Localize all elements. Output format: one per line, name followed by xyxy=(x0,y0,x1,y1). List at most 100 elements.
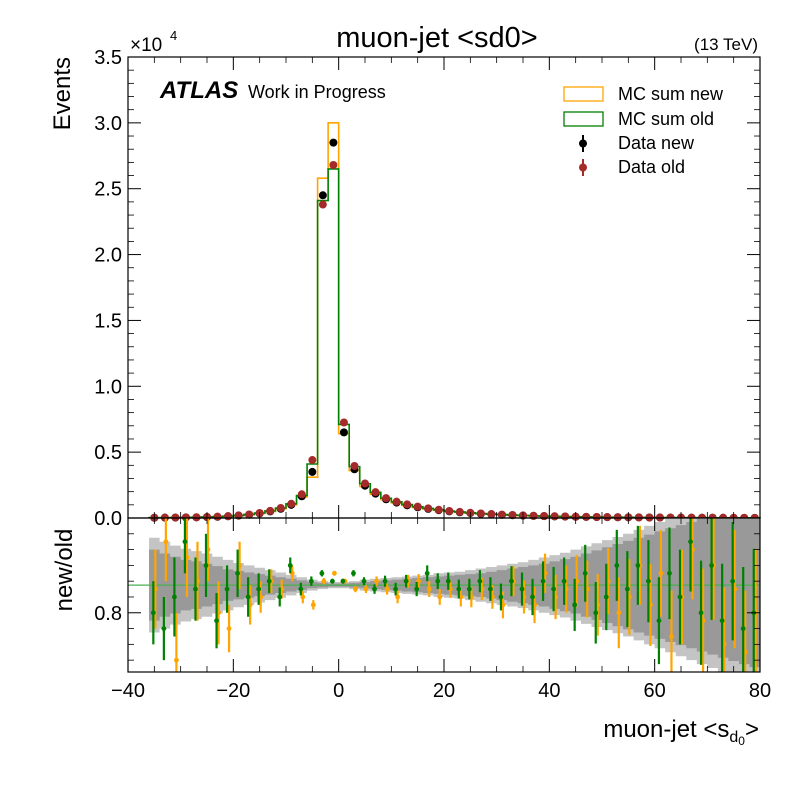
point-ratio-data xyxy=(172,594,177,600)
point-ratio-data xyxy=(266,578,272,584)
point-ratio-mc xyxy=(384,586,390,592)
point-ratio-mc xyxy=(321,578,327,584)
point-ratio-data xyxy=(193,586,198,592)
point-data-old xyxy=(224,512,233,521)
point-ratio-mc xyxy=(658,570,664,576)
point-data-old xyxy=(371,488,380,497)
point-ratio-data xyxy=(709,562,714,568)
chart-title: muon-jet <sd0> xyxy=(336,22,538,54)
point-data-old xyxy=(561,512,570,521)
ratio-axes: 0.8 −40 −20 0 20 40 60 80 xyxy=(94,518,771,702)
ratio-y-axis-label: new/old xyxy=(51,529,78,612)
point-data-old xyxy=(382,494,391,503)
point-data-old xyxy=(445,506,454,515)
point-ratio-data xyxy=(361,578,367,584)
point-data-old xyxy=(634,513,643,522)
y-tick-label: 3.5 xyxy=(94,47,122,69)
point-ratio-data xyxy=(256,586,262,592)
point-data-old xyxy=(329,161,338,170)
x-tick-label: 40 xyxy=(538,680,560,702)
atlas-sublabel: Work in Progress xyxy=(248,82,386,102)
point-ratio-mc xyxy=(332,570,337,576)
x-axis-label-sub: d xyxy=(729,729,738,746)
point-ratio-data xyxy=(603,594,609,600)
point-data-old xyxy=(413,502,422,511)
point-ratio-mc xyxy=(363,586,369,592)
point-ratio-data xyxy=(245,594,251,600)
point-ratio-mc xyxy=(300,594,306,600)
point-ratio-mc xyxy=(163,539,169,545)
point-ratio-mc xyxy=(353,586,358,592)
ratio-plot-marks xyxy=(128,518,761,672)
x-axis-label-end: > xyxy=(745,716,759,743)
point-data-old xyxy=(403,500,412,509)
point-ratio-data xyxy=(161,626,167,631)
point-ratio-data xyxy=(203,562,209,568)
point-ratio-data xyxy=(150,610,156,616)
point-ratio-data xyxy=(530,594,535,600)
point-ratio-mc xyxy=(310,602,316,608)
x-axis-label: muon-jet <sd0> xyxy=(603,716,759,748)
point-data-old xyxy=(497,510,506,519)
point-data-old xyxy=(297,490,306,499)
x-tick-label: 60 xyxy=(644,680,666,702)
x-axis-label-subsub: 0 xyxy=(738,734,745,748)
atlas-label: ATLAS xyxy=(159,77,238,104)
point-ratio-data xyxy=(403,578,409,584)
point-ratio-data xyxy=(740,626,746,631)
point-ratio-data xyxy=(646,578,651,584)
ratio-panel: new/old 0.8−40 −20 0 20 40 60 80 muon-jet <sd0… xyxy=(51,517,771,748)
point-data-new xyxy=(339,428,348,437)
point-ratio-data xyxy=(688,539,693,545)
point-data-new xyxy=(329,138,338,147)
x-tick-label: −20 xyxy=(216,680,250,702)
point-data-old xyxy=(613,513,622,522)
point-ratio-data xyxy=(667,570,672,576)
point-data-old xyxy=(540,512,549,521)
legend-swatch-mc-new xyxy=(563,86,604,102)
point-ratio-data xyxy=(730,578,736,584)
legend-entry-data-new: Data new xyxy=(579,133,695,153)
legend-label-data-old: Data old xyxy=(618,157,685,177)
legend-marker-data-new xyxy=(579,139,587,148)
point-ratio-data xyxy=(414,586,420,592)
point-ratio-data xyxy=(466,586,472,592)
point-ratio-data xyxy=(456,586,462,592)
point-data-new xyxy=(308,467,317,476)
point-ratio-data xyxy=(393,586,398,592)
y-axis-label: Events xyxy=(49,57,76,130)
point-data-old xyxy=(603,513,612,522)
point-data-old xyxy=(508,511,517,520)
point-data-old xyxy=(318,200,327,209)
point-data-old xyxy=(276,503,285,512)
point-ratio-data xyxy=(308,578,314,584)
point-ratio-data xyxy=(214,618,219,624)
point-ratio-data xyxy=(656,618,662,624)
point-data-old xyxy=(350,461,359,470)
energy-label: (13 TeV) xyxy=(694,35,758,54)
point-ratio-data xyxy=(698,610,704,616)
ratio-y-tick-label: 0.8 xyxy=(94,603,122,625)
point-ratio-data xyxy=(635,562,641,568)
point-ratio-data xyxy=(561,578,567,584)
point-ratio-data xyxy=(614,562,620,568)
point-data-old xyxy=(361,479,369,488)
point-data-old xyxy=(434,505,443,514)
point-ratio-data xyxy=(498,594,504,600)
point-ratio-data xyxy=(382,578,388,584)
point-data-old xyxy=(476,509,485,518)
point-data-old xyxy=(455,507,464,516)
point-ratio-data xyxy=(182,539,188,545)
point-data-new xyxy=(318,191,327,200)
y-tick-label: 3.0 xyxy=(94,113,122,135)
y-tick-label: 2.5 xyxy=(94,179,122,201)
point-data-old xyxy=(213,512,222,521)
point-ratio-data xyxy=(435,578,441,584)
y-tick-label: 2.0 xyxy=(94,245,122,267)
point-ratio-mc xyxy=(616,610,622,616)
point-ratio-data xyxy=(277,594,283,600)
point-ratio-data xyxy=(235,570,241,576)
point-data-old xyxy=(550,512,559,521)
point-data-old xyxy=(582,512,591,521)
